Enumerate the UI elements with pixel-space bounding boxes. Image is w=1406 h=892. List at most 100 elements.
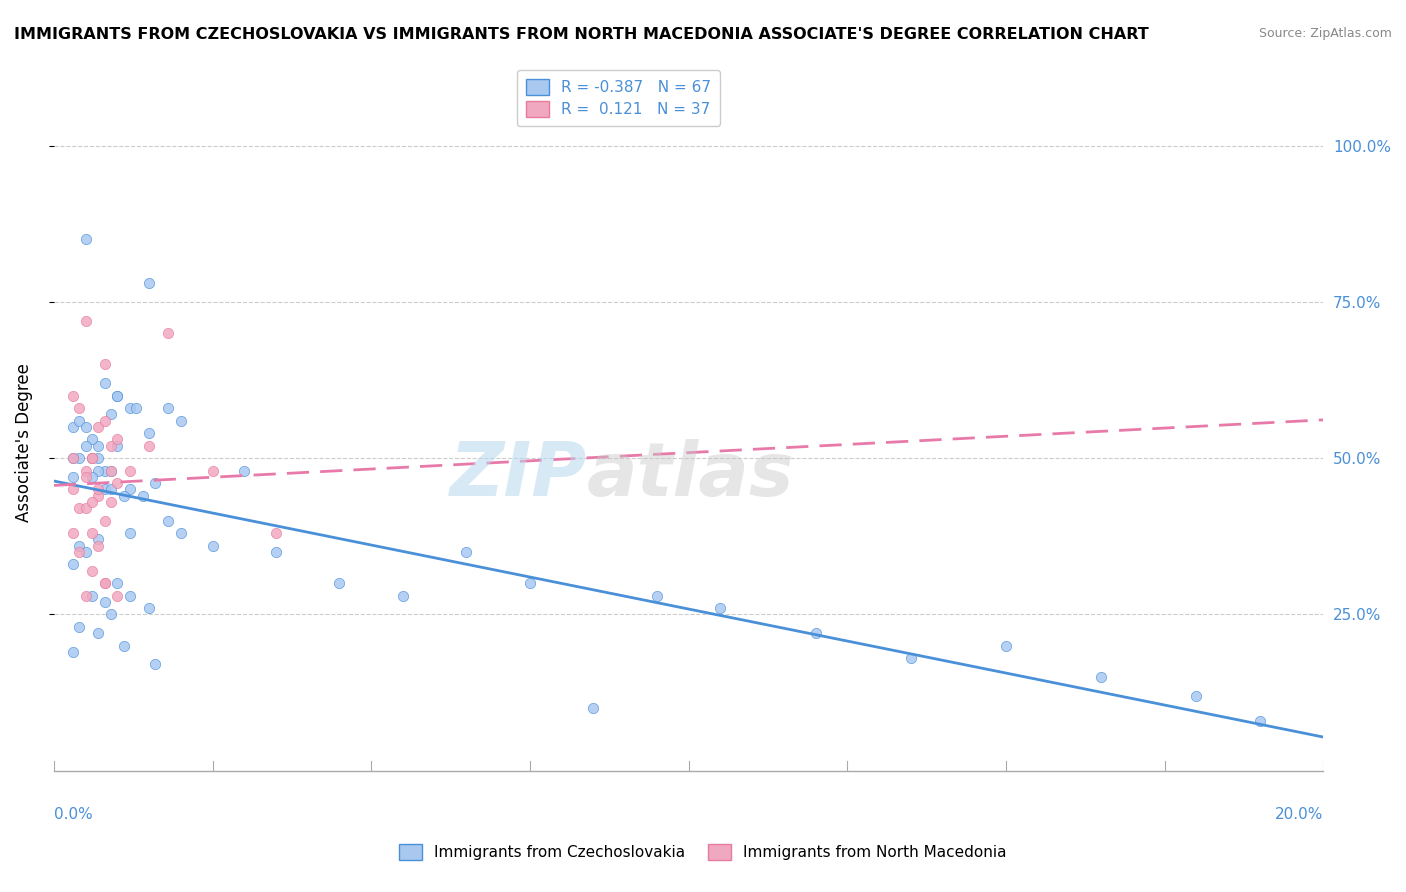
Point [80, 451, 103, 466]
Point [118, 401, 141, 416]
Point [75, 501, 97, 516]
Point [100, 464, 122, 478]
Point [105, 576, 128, 591]
Point [138, 601, 160, 615]
Point [131, 489, 153, 503]
Text: IMMIGRANTS FROM CZECHOSLOVAKIA VS IMMIGRANTS FROM NORTH MACEDONIA ASSOCIATE'S DE: IMMIGRANTS FROM CZECHOSLOVAKIA VS IMMIGR… [14, 27, 1149, 42]
Point [62, 645, 84, 659]
Point [138, 439, 160, 453]
Point [62, 483, 84, 497]
Point [67, 414, 90, 428]
Point [201, 464, 224, 478]
Point [75, 589, 97, 603]
Point [170, 414, 193, 428]
Point [105, 389, 128, 403]
Legend: Immigrants from Czechoslovakia, Immigrants from North Macedonia: Immigrants from Czechoslovakia, Immigran… [394, 838, 1012, 866]
Point [105, 433, 128, 447]
Point [100, 439, 122, 453]
Point [264, 526, 287, 541]
Point [93, 483, 115, 497]
Point [994, 639, 1017, 653]
Point [75, 439, 97, 453]
Point [62, 526, 84, 541]
Point [80, 451, 103, 466]
Point [582, 701, 605, 715]
Point [100, 483, 122, 497]
Point [118, 464, 141, 478]
Point [112, 489, 135, 503]
Point [709, 601, 731, 615]
Point [87, 464, 110, 478]
Point [62, 470, 84, 484]
Point [170, 526, 193, 541]
Point [62, 389, 84, 403]
Point [118, 526, 141, 541]
Point [93, 414, 115, 428]
Point [138, 426, 160, 441]
Point [112, 639, 135, 653]
Point [62, 451, 84, 466]
Point [105, 389, 128, 403]
Point [80, 433, 103, 447]
Point [67, 620, 90, 634]
Text: 0.0%: 0.0% [53, 806, 93, 822]
Point [100, 464, 122, 478]
Point [75, 232, 97, 246]
Point [804, 626, 827, 640]
Point [519, 576, 541, 591]
Point [93, 595, 115, 609]
Point [67, 539, 90, 553]
Point [87, 420, 110, 434]
Point [67, 401, 90, 416]
Point [87, 483, 110, 497]
Point [75, 470, 97, 484]
Point [118, 589, 141, 603]
Point [93, 576, 115, 591]
Point [80, 589, 103, 603]
Text: Source: ZipAtlas.com: Source: ZipAtlas.com [1258, 27, 1392, 40]
Point [87, 439, 110, 453]
Point [264, 545, 287, 559]
Point [900, 651, 922, 665]
Point [93, 376, 115, 391]
Point [75, 313, 97, 327]
Point [87, 451, 110, 466]
Point [87, 533, 110, 547]
Point [87, 626, 110, 640]
Text: 20.0%: 20.0% [1275, 806, 1323, 822]
Point [87, 489, 110, 503]
Point [93, 514, 115, 528]
Point [67, 545, 90, 559]
Point [105, 589, 128, 603]
Legend: R = -0.387   N = 67, R =  0.121   N = 37: R = -0.387 N = 67, R = 0.121 N = 37 [517, 70, 720, 127]
Point [456, 545, 478, 559]
Point [201, 539, 224, 553]
Point [87, 539, 110, 553]
Point [75, 464, 97, 478]
Point [93, 358, 115, 372]
Point [93, 576, 115, 591]
Point [62, 558, 84, 572]
Point [157, 514, 180, 528]
Y-axis label: Associate's Degree: Associate's Degree [15, 363, 32, 522]
Point [157, 401, 180, 416]
Point [80, 526, 103, 541]
Point [233, 464, 256, 478]
Point [1249, 714, 1271, 728]
Point [145, 657, 167, 672]
Point [80, 564, 103, 578]
Point [100, 495, 122, 509]
Text: ZIP: ZIP [450, 439, 586, 512]
Point [67, 501, 90, 516]
Point [62, 420, 84, 434]
Point [105, 439, 128, 453]
Point [118, 483, 141, 497]
Point [62, 451, 84, 466]
Point [1185, 689, 1208, 703]
Point [80, 495, 103, 509]
Point [75, 420, 97, 434]
Point [67, 451, 90, 466]
Point [105, 476, 128, 491]
Point [138, 276, 160, 290]
Point [100, 408, 122, 422]
